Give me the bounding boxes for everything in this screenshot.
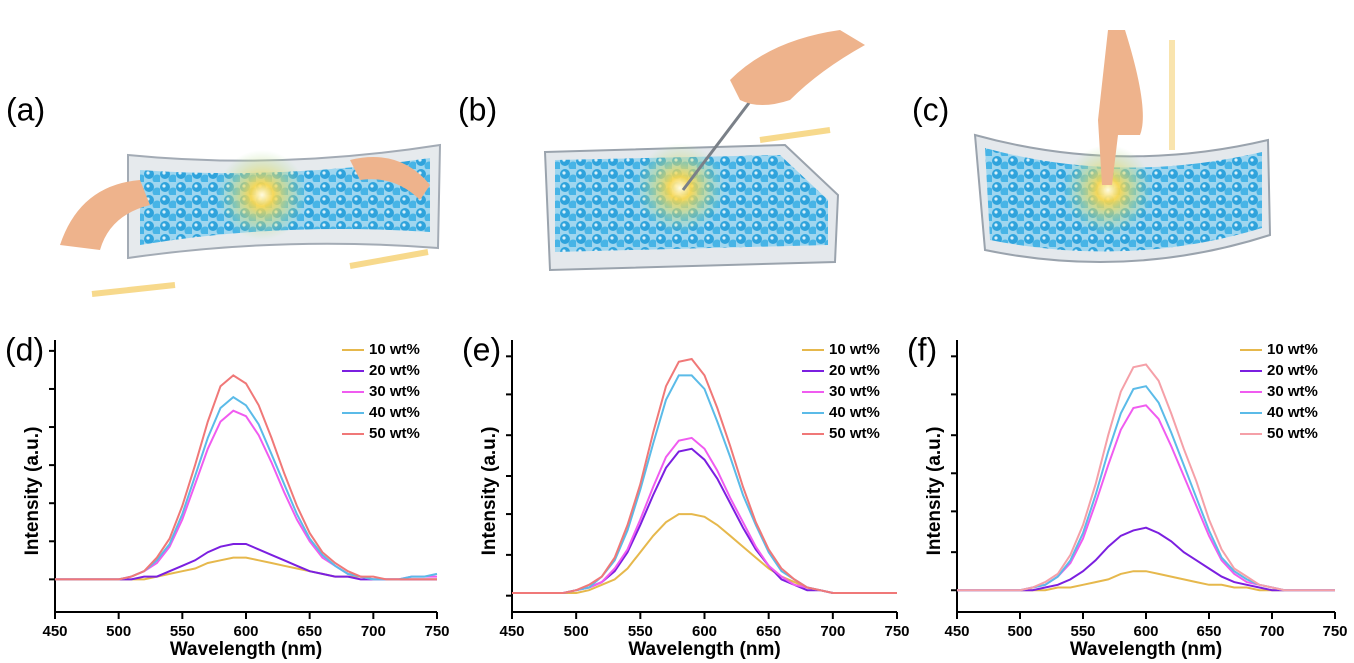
x-tick-label: 650 bbox=[297, 623, 322, 640]
x-tick-label: 550 bbox=[170, 623, 195, 640]
x-tick-label: 600 bbox=[233, 623, 258, 640]
spectrum-line bbox=[55, 558, 437, 580]
spectrum-line bbox=[512, 449, 897, 593]
x-tick-label: 550 bbox=[1070, 623, 1095, 640]
x-tick-label: 600 bbox=[692, 623, 717, 640]
x-tick-label: 450 bbox=[944, 623, 969, 640]
spectrum-line bbox=[957, 571, 1335, 590]
spectrum-line bbox=[957, 528, 1335, 591]
legend-label: 10 wt% bbox=[369, 341, 420, 358]
legend-label: 50 wt% bbox=[829, 425, 880, 442]
panel-label: (a) bbox=[6, 91, 45, 127]
x-tick-label: 700 bbox=[820, 623, 845, 640]
panel-label: (f) bbox=[907, 331, 937, 367]
x-tick-label: 500 bbox=[1007, 623, 1032, 640]
legend-label: 20 wt% bbox=[369, 362, 420, 379]
panel-label: (d) bbox=[5, 331, 44, 367]
y-axis-label: Intensity (a.u.) bbox=[22, 427, 43, 556]
legend-label: 40 wt% bbox=[829, 404, 880, 421]
legend-label: 30 wt% bbox=[1267, 383, 1318, 400]
figure: (a) (b) (c) 450 500 550 600 650 700 750 Wavelen… bbox=[0, 0, 1354, 663]
y-axis-label: Intensity (a.u.) bbox=[924, 427, 945, 556]
panel-label: (c) bbox=[912, 91, 949, 127]
legend-label: 30 wt% bbox=[369, 383, 420, 400]
x-tick-label: 550 bbox=[628, 623, 653, 640]
x-tick-label: 750 bbox=[424, 623, 449, 640]
legend-label: 40 wt% bbox=[1267, 404, 1318, 421]
legend-label: 20 wt% bbox=[829, 362, 880, 379]
illustration-b: (b) bbox=[458, 30, 865, 270]
x-tick-label: 500 bbox=[564, 623, 589, 640]
legend-label: 20 wt% bbox=[1267, 362, 1318, 379]
x-tick-label: 600 bbox=[1133, 623, 1158, 640]
legend-label: 10 wt% bbox=[829, 341, 880, 358]
panel-label: (b) bbox=[458, 91, 497, 127]
spectrum-line bbox=[512, 514, 897, 593]
x-axis-label: Wavelength (nm) bbox=[170, 639, 322, 660]
x-axis-label: Wavelength (nm) bbox=[628, 639, 780, 660]
legend-label: 40 wt% bbox=[369, 404, 420, 421]
spectrum-line bbox=[55, 544, 437, 579]
legend-label: 50 wt% bbox=[369, 425, 420, 442]
x-tick-label: 750 bbox=[884, 623, 909, 640]
illustration-c: (c) bbox=[912, 30, 1270, 262]
x-axis-label: Wavelength (nm) bbox=[1070, 639, 1222, 660]
x-tick-label: 650 bbox=[756, 623, 781, 640]
x-tick-label: 700 bbox=[361, 623, 386, 640]
panel-label: (e) bbox=[462, 331, 501, 367]
y-axis-label: Intensity (a.u.) bbox=[479, 427, 500, 556]
legend-label: 30 wt% bbox=[829, 383, 880, 400]
x-tick-label: 750 bbox=[1322, 623, 1347, 640]
legend-label: 50 wt% bbox=[1267, 425, 1318, 442]
illustration-a: (a) bbox=[6, 91, 440, 294]
x-tick-label: 450 bbox=[42, 623, 67, 640]
legend-label: 10 wt% bbox=[1267, 341, 1318, 358]
x-tick-label: 700 bbox=[1259, 623, 1284, 640]
x-tick-label: 500 bbox=[106, 623, 131, 640]
x-tick-label: 450 bbox=[499, 623, 524, 640]
x-tick-label: 650 bbox=[1196, 623, 1221, 640]
